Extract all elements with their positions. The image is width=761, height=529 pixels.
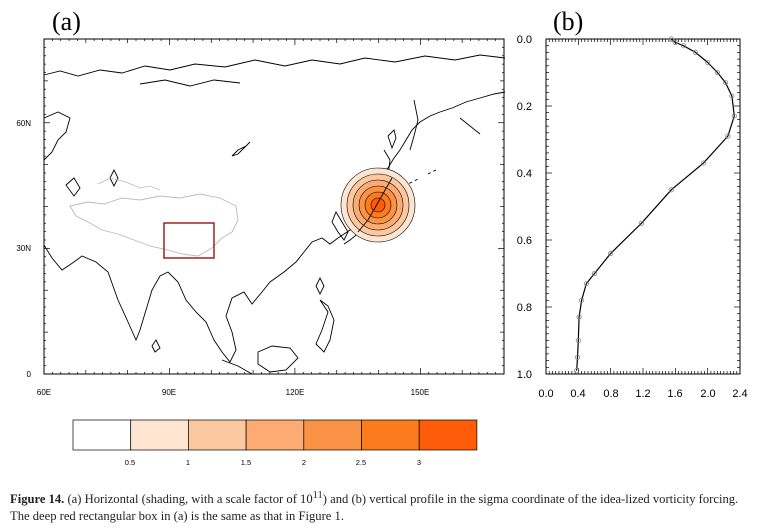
profile-ticks bbox=[545, 38, 741, 375]
b-y-tick-0: 0.0 bbox=[517, 34, 532, 46]
profile-point bbox=[576, 314, 582, 320]
b-y-tick-3: 0.6 bbox=[517, 235, 532, 247]
profile-panel: 0.0 0.4 0.8 1.2 1.6 2.0 2.4 0.0 0.2 0.4 … bbox=[517, 34, 748, 400]
panel-b-letter: (b) bbox=[553, 7, 583, 36]
profile-points bbox=[574, 36, 737, 374]
cb-label-1.5: 1.5 bbox=[241, 458, 251, 467]
figure-caption: Figure 14. (a) Horizontal (shading, with… bbox=[10, 487, 752, 525]
cb-label-1: 1 bbox=[186, 458, 190, 467]
profile-point bbox=[575, 337, 581, 344]
tibetan-plateau-outline bbox=[69, 193, 239, 257]
cb-label-3: 3 bbox=[417, 458, 421, 467]
map-frame bbox=[43, 38, 505, 375]
b-x-tick-2: 0.8 bbox=[603, 388, 618, 400]
b-y-tick-2: 0.4 bbox=[517, 168, 532, 180]
profile-point bbox=[705, 59, 711, 66]
caption-text-2: ) and (b) vertical profile in the sigma … bbox=[10, 492, 739, 524]
b-x-tick-0: 0.0 bbox=[538, 388, 553, 400]
colorbar-swatch bbox=[303, 419, 362, 451]
forcing-shading bbox=[340, 167, 416, 243]
b-y-tick-1: 0.2 bbox=[517, 101, 532, 113]
profile-point bbox=[714, 69, 720, 76]
panel-a-letter: (a) bbox=[52, 7, 81, 36]
colorbar-swatch bbox=[72, 419, 132, 451]
b-x-tick-1: 0.4 bbox=[570, 388, 585, 400]
profile-point bbox=[591, 270, 598, 277]
colorbar-swatch bbox=[188, 419, 247, 451]
y-tick-60N: 60N bbox=[16, 119, 31, 128]
profile-point bbox=[574, 368, 580, 374]
colorbar-swatch bbox=[245, 419, 305, 451]
profile-point bbox=[680, 43, 687, 49]
profile-frame bbox=[545, 38, 741, 375]
caption-text: (a) Horizontal (shading, with a scale fa… bbox=[64, 492, 313, 507]
cb-label-2.5: 2.5 bbox=[356, 458, 366, 467]
b-y-tick-5: 1.0 bbox=[517, 369, 532, 381]
profile-point bbox=[731, 113, 737, 119]
profile-point bbox=[608, 250, 614, 256]
profile-point bbox=[722, 79, 729, 86]
caption-label: Figure 14. bbox=[10, 492, 65, 507]
y-tick-30N: 30N bbox=[16, 244, 31, 253]
profile-point bbox=[578, 297, 585, 303]
profile-point bbox=[692, 49, 699, 56]
profile-point bbox=[729, 93, 735, 99]
colorbar-swatch bbox=[418, 419, 478, 451]
x-tick-90E: 90E bbox=[162, 388, 176, 397]
red-box bbox=[163, 222, 215, 259]
profile-line bbox=[576, 38, 735, 371]
b-y-tick-4: 0.8 bbox=[517, 302, 532, 314]
colorbar-swatch bbox=[361, 419, 420, 451]
profile-point bbox=[638, 220, 644, 226]
map-panel: 60E 90E 120E 150E 0 30N 60N bbox=[16, 38, 506, 397]
figure-canvas: (a) bbox=[16, 7, 748, 467]
x-tick-120E: 120E bbox=[286, 388, 305, 397]
profile-point bbox=[725, 133, 731, 139]
b-x-tick-6: 2.4 bbox=[732, 388, 747, 400]
caption-sup: 11 bbox=[312, 490, 323, 501]
profile-point bbox=[668, 187, 674, 193]
colorbar: 0.5 1 1.5 2 2.5 3 bbox=[72, 419, 478, 467]
profile-point bbox=[668, 36, 674, 42]
colorbar-swatch bbox=[130, 419, 189, 451]
x-tick-60E: 60E bbox=[37, 388, 51, 397]
profile-point bbox=[583, 280, 590, 287]
x-tick-150E: 150E bbox=[411, 388, 430, 397]
coastlines bbox=[43, 54, 506, 375]
profile-point bbox=[701, 160, 707, 166]
map-ticks bbox=[43, 38, 505, 375]
profile-point bbox=[574, 354, 581, 360]
y-tick-0: 0 bbox=[27, 370, 32, 379]
b-x-tick-3: 1.2 bbox=[635, 388, 650, 400]
cb-label-2: 2 bbox=[302, 458, 306, 467]
profile-point bbox=[672, 39, 678, 45]
b-x-tick-5: 2.0 bbox=[700, 388, 715, 400]
cb-label-0.5: 0.5 bbox=[125, 458, 135, 467]
b-x-tick-4: 1.6 bbox=[667, 388, 682, 400]
